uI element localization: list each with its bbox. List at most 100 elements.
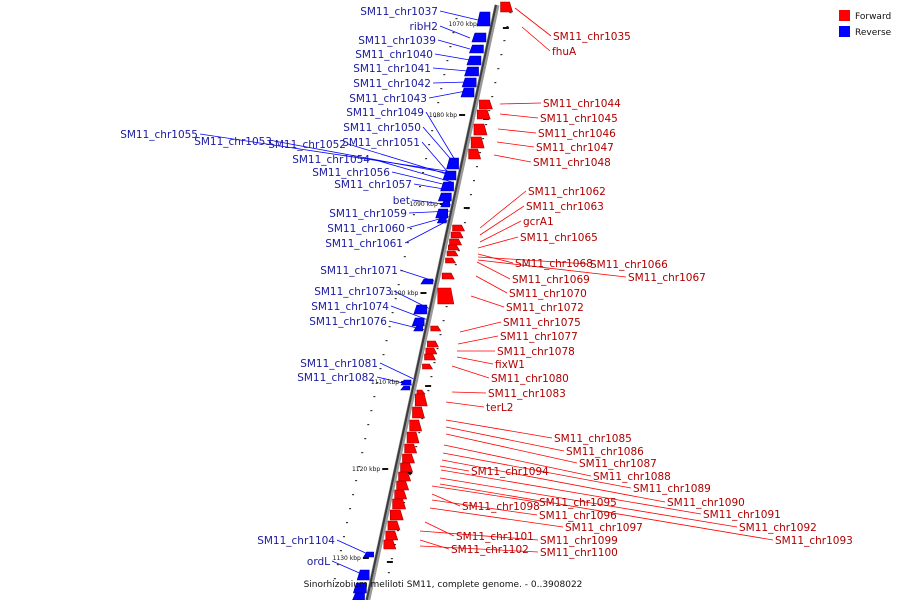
gene-label-sm11-chr1070[interactable]: SM11_chr1070 xyxy=(509,288,587,300)
minor-tick xyxy=(388,326,391,328)
gene-label-sm11-chr1052[interactable]: SM11_chr1052 xyxy=(268,139,346,151)
gene-label-bet[interactable]: bet xyxy=(393,195,410,207)
minor-tick xyxy=(342,536,345,538)
gene-block xyxy=(435,208,449,219)
label-leader xyxy=(521,26,551,52)
gene-label-sm11-chr1043[interactable]: SM11_chr1043 xyxy=(349,93,427,105)
gene-label-sm11-chr1053[interactable]: SM11_chr1053 xyxy=(194,136,272,148)
gene-label-terl2[interactable]: terL2 xyxy=(486,402,513,414)
gene-label-sm11-chr1054[interactable]: SM11_chr1054 xyxy=(292,154,370,166)
gene-block xyxy=(409,419,423,432)
gene-label-fhua[interactable]: fhuA xyxy=(552,46,577,58)
gene-label-sm11-chr1048[interactable]: SM11_chr1048 xyxy=(533,157,611,169)
scale-tick-label: 1070 kbp xyxy=(449,21,477,28)
gene-label-sm11-chr1059[interactable]: SM11_chr1059 xyxy=(329,208,407,220)
gene-label-sm11-chr1045[interactable]: SM11_chr1045 xyxy=(540,113,618,125)
gene-label-sm11-chr1094[interactable]: SM11_chr1094 xyxy=(471,466,549,478)
label-leader xyxy=(431,493,461,507)
gene-label-sm11-chr1090[interactable]: SM11_chr1090 xyxy=(667,497,745,509)
gene-label-sm11-chr1093[interactable]: SM11_chr1093 xyxy=(775,535,853,547)
gene-label-sm11-chr1067[interactable]: SM11_chr1067 xyxy=(628,272,706,284)
gene-label-sm11-chr1100[interactable]: SM11_chr1100 xyxy=(540,547,618,559)
minor-tick xyxy=(430,376,433,378)
gene-label-sm11-chr1075[interactable]: SM11_chr1075 xyxy=(503,317,581,329)
gene-block xyxy=(424,353,437,361)
gene-label-sm11-chr1060[interactable]: SM11_chr1060 xyxy=(327,223,405,235)
label-leader xyxy=(419,545,539,553)
gene-block xyxy=(383,539,397,550)
gene-label-sm11-chr1076[interactable]: SM11_chr1076 xyxy=(309,316,387,328)
gene-label-sm11-chr1095[interactable]: SM11_chr1095 xyxy=(539,497,617,509)
gene-label-sm11-chr1098[interactable]: SM11_chr1098 xyxy=(462,501,540,513)
gene-label-sm11-chr1061[interactable]: SM11_chr1061 xyxy=(325,238,403,250)
gene-label-sm11-chr1055[interactable]: SM11_chr1055 xyxy=(120,129,198,141)
label-leader xyxy=(439,10,479,21)
gene-label-fixw1[interactable]: fixW1 xyxy=(495,359,525,371)
gene-label-sm11-chr1089[interactable]: SM11_chr1089 xyxy=(633,483,711,495)
gene-label-sm11-chr1065[interactable]: SM11_chr1065 xyxy=(520,232,598,244)
gene-label-sm11-chr1092[interactable]: SM11_chr1092 xyxy=(739,522,817,534)
minor-tick xyxy=(463,222,466,224)
gene-label-sm11-chr1035[interactable]: SM11_chr1035 xyxy=(553,31,631,43)
gene-label-sm11-chr1097[interactable]: SM11_chr1097 xyxy=(565,522,643,534)
minor-tick xyxy=(454,264,457,266)
gene-label-sm11-chr1078[interactable]: SM11_chr1078 xyxy=(497,346,575,358)
gene-label-sm11-chr1096[interactable]: SM11_chr1096 xyxy=(539,510,617,522)
gene-label-sm11-chr1073[interactable]: SM11_chr1073 xyxy=(314,286,392,298)
gene-label-sm11-chr1104[interactable]: SM11_chr1104 xyxy=(257,535,335,547)
gene-label-sm11-chr1057[interactable]: SM11_chr1057 xyxy=(334,179,412,191)
minor-tick xyxy=(376,382,379,384)
gene-label-sm11-chr1072[interactable]: SM11_chr1072 xyxy=(506,302,584,314)
gene-label-sm11-chr1099[interactable]: SM11_chr1099 xyxy=(540,535,618,547)
gene-label-sm11-chr1087[interactable]: SM11_chr1087 xyxy=(579,458,657,470)
gene-label-sm11-chr1083[interactable]: SM11_chr1083 xyxy=(488,388,566,400)
gene-label-sm11-chr1050[interactable]: SM11_chr1050 xyxy=(343,122,421,134)
gene-label-sm11-chr1101[interactable]: SM11_chr1101 xyxy=(456,531,534,543)
gene-label-sm11-chr1040[interactable]: SM11_chr1040 xyxy=(355,49,433,61)
label-leader xyxy=(514,7,552,37)
gene-block xyxy=(387,520,401,531)
gene-label-sm11-chr1037[interactable]: SM11_chr1037 xyxy=(360,6,438,18)
gene-label-sm11-chr1068[interactable]: SM11_chr1068 xyxy=(515,258,593,270)
gene-label-sm11-chr1091[interactable]: SM11_chr1091 xyxy=(703,509,781,521)
gene-label-sm11-chr1051[interactable]: SM11_chr1051 xyxy=(342,137,420,149)
scale-tick-label: 1100 kbp xyxy=(390,290,418,297)
gene-label-sm11-chr1044[interactable]: SM11_chr1044 xyxy=(543,98,621,110)
gene-block xyxy=(445,257,457,264)
gene-label-ribh2[interactable]: ribH2 xyxy=(410,21,438,33)
label-leader xyxy=(199,133,454,173)
gene-label-gcra1[interactable]: gcrA1 xyxy=(523,216,554,228)
gene-label-sm11-chr1066[interactable]: SM11_chr1066 xyxy=(590,259,668,271)
gene-label-sm11-chr1082[interactable]: SM11_chr1082 xyxy=(297,372,375,384)
gene-label-sm11-chr1077[interactable]: SM11_chr1077 xyxy=(500,331,578,343)
gene-label-sm11-chr1080[interactable]: SM11_chr1080 xyxy=(491,373,569,385)
minor-tick xyxy=(457,250,460,252)
gene-label-sm11-chr1071[interactable]: SM11_chr1071 xyxy=(320,265,398,277)
label-leader xyxy=(439,465,470,472)
gene-label-sm11-chr1041[interactable]: SM11_chr1041 xyxy=(353,63,431,75)
gene-label-sm11-chr1069[interactable]: SM11_chr1069 xyxy=(512,274,590,286)
gene-label-sm11-chr1049[interactable]: SM11_chr1049 xyxy=(346,107,424,119)
gene-label-ordl[interactable]: ordL xyxy=(307,556,330,568)
label-leader xyxy=(451,391,487,394)
gene-label-sm11-chr1056[interactable]: SM11_chr1056 xyxy=(312,167,390,179)
gene-label-sm11-chr1047[interactable]: SM11_chr1047 xyxy=(536,142,614,154)
gene-label-sm11-chr1039[interactable]: SM11_chr1039 xyxy=(358,35,436,47)
gene-block xyxy=(448,244,460,251)
gene-label-sm11-chr1081[interactable]: SM11_chr1081 xyxy=(300,358,378,370)
gene-label-sm11-chr1046[interactable]: SM11_chr1046 xyxy=(538,128,616,140)
gene-block xyxy=(394,489,408,500)
gene-label-sm11-chr1074[interactable]: SM11_chr1074 xyxy=(311,301,389,313)
minor-tick xyxy=(379,368,382,370)
minor-tick xyxy=(433,362,436,364)
gene-label-sm11-chr1042[interactable]: SM11_chr1042 xyxy=(353,78,431,90)
label-leader xyxy=(379,362,419,382)
gene-label-sm11-chr1102[interactable]: SM11_chr1102 xyxy=(451,544,529,556)
gene-label-sm11-chr1088[interactable]: SM11_chr1088 xyxy=(593,471,671,483)
gene-label-sm11-chr1063[interactable]: SM11_chr1063 xyxy=(526,201,604,213)
gene-label-sm11-chr1062[interactable]: SM11_chr1062 xyxy=(528,186,606,198)
gene-label-sm11-chr1085[interactable]: SM11_chr1085 xyxy=(554,433,632,445)
scale-tick-label: 1090 kbp xyxy=(409,201,437,208)
gene-label-sm11-chr1086[interactable]: SM11_chr1086 xyxy=(566,446,644,458)
label-leader xyxy=(371,158,453,183)
